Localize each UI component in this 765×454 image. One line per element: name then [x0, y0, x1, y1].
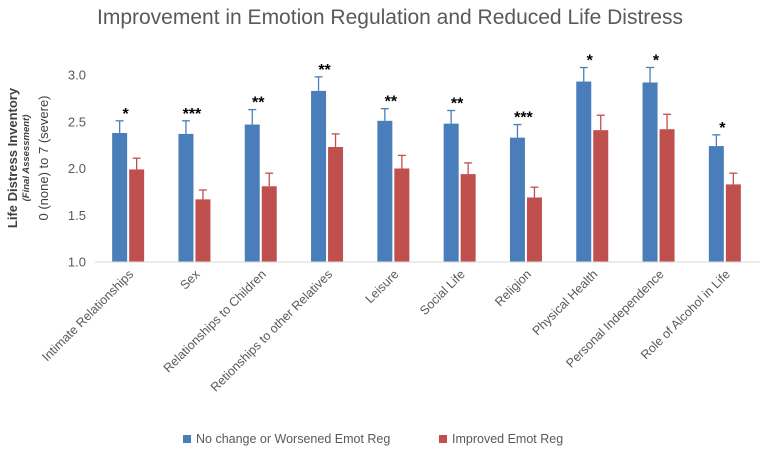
- bar-no-change: [311, 90, 327, 263]
- bar-improved: [129, 169, 145, 262]
- category-label: Social Life: [417, 267, 468, 318]
- bar-no-change: [244, 124, 260, 263]
- y-axis-label-sub: (Final Assessment): [21, 115, 32, 202]
- category-label: Physical Health: [530, 267, 601, 338]
- legend: No change or Worsened Emot Reg Improved …: [183, 432, 563, 446]
- bar-no-change: [576, 81, 592, 262]
- category-label: Religion: [492, 267, 534, 309]
- y-axis-label-scale: 0 (none) to 7 (severe): [36, 95, 51, 220]
- y-tick-label: 3.0: [68, 68, 86, 83]
- significance-label: ***: [183, 106, 202, 123]
- y-tick-label: 2.5: [68, 114, 86, 129]
- bar-no-change: [642, 82, 658, 262]
- bars: [112, 81, 741, 263]
- bar-no-change: [178, 133, 194, 262]
- category-label: Sex: [177, 267, 203, 293]
- significance-label: **: [318, 62, 331, 79]
- significance-label: **: [252, 95, 265, 112]
- bar-improved: [659, 129, 675, 262]
- bar-improved: [195, 199, 211, 262]
- category-label: Retionships to other Relatives: [208, 267, 335, 394]
- legend-swatch-no-change: [183, 435, 191, 443]
- category-label: Leisure: [363, 267, 402, 306]
- bar-improved: [526, 197, 542, 262]
- bar-no-change: [112, 132, 128, 262]
- legend-swatch-improved: [439, 435, 447, 443]
- bar-improved: [328, 146, 344, 262]
- bar-improved: [725, 184, 741, 262]
- significance-label: **: [385, 94, 398, 111]
- error-bars: [115, 66, 738, 200]
- bar-no-change: [377, 120, 393, 262]
- significance-label: *: [719, 120, 726, 137]
- bar-improved: [593, 130, 609, 262]
- significance-label: *: [653, 53, 660, 70]
- y-tick-label: 1.0: [68, 255, 86, 270]
- bar-no-change: [509, 137, 525, 262]
- y-tick-label: 1.5: [68, 208, 86, 223]
- y-axis-label-main: Life Distress Inventory: [5, 87, 20, 228]
- significance-label: *: [587, 53, 594, 70]
- bar-no-change: [443, 123, 459, 263]
- significance-label: *: [123, 106, 130, 123]
- legend-label-no-change: No change or Worsened Emot Reg: [196, 432, 390, 446]
- significance-markers: * ********* ****** **: [123, 53, 727, 137]
- bar-improved: [261, 186, 277, 262]
- significance-label: **: [451, 96, 464, 113]
- y-tick-label: 2.0: [68, 161, 86, 176]
- category-label: Intimate Relationships: [39, 267, 136, 364]
- significance-label: ***: [514, 110, 533, 127]
- bar-improved: [460, 174, 476, 262]
- y-axis-ticks: 1.0 1.5 2.0 2.5 3.0: [68, 68, 86, 270]
- chart-title: Improvement in Emotion Regulation and Re…: [97, 6, 683, 29]
- legend-label-improved: Improved Emot Reg: [452, 432, 563, 446]
- y-axis-label: Life Distress Inventory (Final Assessmen…: [5, 87, 51, 228]
- bar-no-change: [708, 146, 724, 262]
- bar-improved: [394, 168, 410, 262]
